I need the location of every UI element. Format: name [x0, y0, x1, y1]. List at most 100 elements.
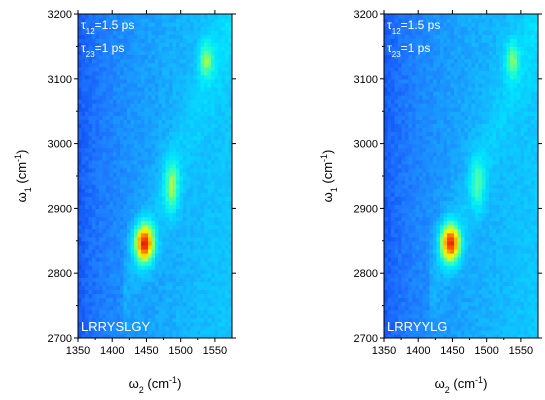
- heatmap-cell: [228, 22, 232, 27]
- heatmap-cell: [158, 293, 163, 299]
- heatmap-cell: [130, 224, 135, 230]
- heatmap-cell: [92, 192, 97, 197]
- heatmap-cell: [394, 257, 399, 262]
- heatmap-cell: [429, 244, 434, 250]
- heatmap-cell: [165, 119, 170, 124]
- heatmap-cell: [106, 111, 111, 116]
- heatmap-cell: [85, 321, 90, 327]
- heatmap-cell: [116, 265, 121, 270]
- heatmap-cell: [384, 297, 389, 303]
- heatmap-cell: [158, 309, 163, 315]
- heatmap-cell: [155, 208, 160, 214]
- heatmap-cell: [92, 131, 97, 137]
- heatmap-cell: [429, 208, 434, 214]
- heatmap-cell: [193, 115, 198, 120]
- heatmap-cell: [165, 321, 170, 327]
- heatmap-cell: [113, 329, 118, 335]
- heatmap-cell: [102, 99, 107, 104]
- heatmap-cell: [151, 313, 156, 319]
- heatmap-cell: [503, 220, 508, 226]
- heatmap-cell: [162, 309, 167, 315]
- heatmap-cell: [190, 119, 195, 124]
- heatmap-cell: [225, 123, 230, 128]
- heatmap-cell: [134, 74, 139, 80]
- heatmap-cell: [109, 321, 114, 327]
- heatmap-cell: [468, 301, 473, 307]
- heatmap-cell: [186, 90, 191, 96]
- heatmap-cell: [81, 277, 86, 282]
- heatmap-cell: [99, 301, 104, 307]
- heatmap-cell: [457, 325, 462, 331]
- heatmap-cell: [130, 143, 135, 149]
- heatmap-cell: [436, 289, 441, 295]
- heatmap-cell: [106, 261, 111, 266]
- heatmap-cell: [134, 297, 139, 303]
- heatmap-cell: [144, 176, 149, 181]
- heatmap-cell: [141, 257, 146, 262]
- heatmap-cell: [204, 143, 209, 149]
- heatmap-cell: [211, 167, 216, 173]
- heatmap-cell: [134, 208, 139, 214]
- heatmap-cell: [391, 257, 396, 262]
- heatmap-cell: [401, 265, 406, 270]
- heatmap-cell: [443, 220, 448, 226]
- heatmap-cell: [485, 333, 490, 338]
- heatmap-cell: [193, 38, 198, 43]
- heatmap-cell: [475, 228, 480, 234]
- heatmap-cell: [109, 22, 114, 27]
- heatmap-cell: [394, 329, 399, 335]
- heatmap-cell: [485, 313, 490, 319]
- heatmap-cell: [106, 95, 111, 100]
- heatmap-cell: [88, 46, 93, 52]
- heatmap-cell: [151, 159, 156, 165]
- heatmap-cell: [200, 236, 205, 242]
- heatmap-cell: [186, 58, 191, 64]
- heatmap-cell: [391, 309, 396, 315]
- heatmap-cell: [478, 301, 483, 307]
- heatmap-cell: [461, 252, 466, 258]
- heatmap-cell: [78, 216, 83, 222]
- heatmap-cell: [433, 265, 438, 270]
- heatmap-cell: [429, 301, 434, 307]
- heatmap-cell: [412, 240, 417, 246]
- heatmap-cell: [141, 216, 146, 222]
- heatmap-cell: [489, 293, 494, 299]
- heatmap-cell: [207, 22, 212, 27]
- heatmap-cell: [116, 90, 121, 96]
- heatmap-cell: [534, 281, 538, 286]
- heatmap-cell: [503, 309, 508, 315]
- heatmap-cell: [426, 232, 431, 238]
- heatmap-cell: [225, 248, 230, 254]
- heatmap-cell: [113, 257, 118, 262]
- heatmap-cell: [88, 329, 93, 335]
- heatmap-cell: [151, 200, 156, 205]
- heatmap-cell: [113, 167, 118, 173]
- heatmap-cell: [144, 317, 149, 323]
- heatmap-cell: [120, 236, 125, 242]
- heatmap-cell: [218, 155, 223, 161]
- heatmap-cell: [78, 107, 83, 112]
- heatmap-cell: [527, 240, 532, 246]
- heatmap-cell: [211, 99, 216, 104]
- heatmap-cell: [172, 301, 177, 307]
- heatmap-cell: [176, 216, 181, 222]
- heatmap-cell: [120, 119, 125, 124]
- heatmap-cell: [162, 248, 167, 254]
- heatmap-cell: [85, 196, 90, 201]
- heatmap-cell: [106, 135, 111, 141]
- heatmap-cell: [485, 261, 490, 266]
- heatmap-cell: [144, 123, 149, 128]
- heatmap-cell: [179, 208, 184, 214]
- heatmap-cell: [134, 171, 139, 177]
- heatmap-cell: [127, 42, 132, 47]
- heatmap-cell: [102, 66, 107, 72]
- heatmap-cell: [158, 46, 163, 52]
- heatmap-cell: [85, 265, 90, 270]
- heatmap-cell: [405, 208, 410, 214]
- heatmap-cell: [95, 216, 100, 222]
- heatmap-cell: [204, 38, 209, 43]
- heatmap-cell: [95, 90, 100, 96]
- heatmap-cell: [169, 333, 174, 338]
- heatmap-cell: [116, 82, 121, 88]
- heatmap-cell: [228, 131, 232, 137]
